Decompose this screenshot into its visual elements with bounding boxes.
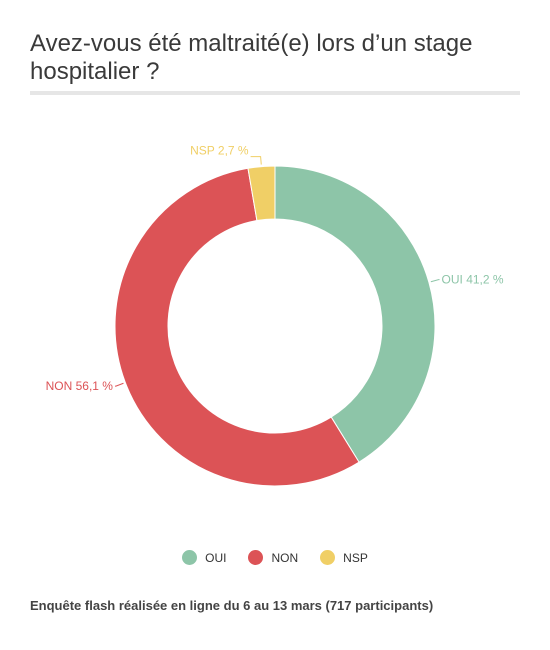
data-label-nsp: NSP 2,7 % [190,144,249,158]
data-label-non: NON 56,1 % [46,379,114,393]
legend-item-nsp[interactable]: NSP [320,550,368,565]
legend-item-oui[interactable]: OUI [182,550,226,565]
legend-label-non: NON [271,550,299,565]
donut-chart: OUI 41,2 % NON 56,1 % NSP 2,7 % [46,144,504,487]
leader-line-non [114,382,124,387]
legend-swatch-oui [182,550,198,565]
chart-title: Avez-vous été maltraité(e) lors d’un sta… [30,30,473,85]
legend-swatch-nsp [320,550,336,565]
legend-label-oui: OUI [205,550,227,565]
title-divider [30,91,520,95]
legend-label-nsp: NSP [343,550,368,565]
slice-oui[interactable] [274,165,436,463]
leader-line-oui [430,279,440,283]
legend-swatch-non [248,550,264,565]
data-label-oui: OUI 41,2 % [442,273,504,287]
survey-footnote: Enquête flash réalisée en ligne du 6 au … [30,598,434,613]
slice-nsp[interactable] [247,165,276,222]
slice-non[interactable] [114,167,360,487]
chart-legend: OUI NON NSP [0,550,550,565]
leader-line-nsp [250,156,262,165]
legend-item-non[interactable]: NON [248,550,298,565]
